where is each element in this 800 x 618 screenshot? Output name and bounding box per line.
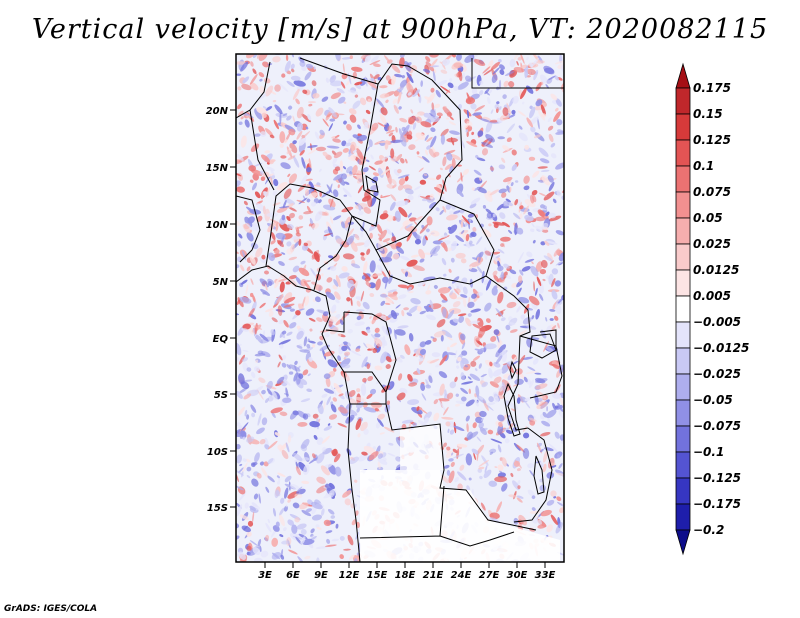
colorbar-label-12: −0.05 [693, 393, 733, 407]
colorbar-label-16: −0.175 [693, 497, 741, 511]
colorbar-label-10: −0.0125 [693, 341, 749, 355]
lat-tick-10n: 10N [206, 220, 236, 231]
colorbar-label-15: −0.125 [693, 471, 741, 485]
colorbar-label-2: 0.125 [693, 133, 731, 147]
lat-label-5n: 5N [213, 277, 229, 288]
colorbar-box [675, 425, 691, 453]
colorbar-label-13: −0.075 [693, 419, 741, 433]
lat-tick-20n: 20N [206, 106, 236, 117]
lat-label-5s: 5S [214, 390, 228, 401]
lake-malawi [533, 455, 545, 495]
lon-label-12e: 12E [339, 570, 360, 581]
colorbar-label-3: 0.1 [693, 159, 714, 173]
coastline [236, 265, 361, 562]
lat-label-10n: 10N [206, 220, 229, 231]
colorbar-box [675, 503, 691, 531]
colorbar-label-5: 0.05 [693, 211, 723, 225]
lat-label-10s: 10S [207, 447, 228, 458]
colorbar-label-1: 0.15 [693, 107, 723, 121]
quiet-zone-angola [400, 424, 444, 470]
colorbar-label-11: −0.025 [693, 367, 741, 381]
lon-label-21e: 21E [423, 570, 444, 581]
lon-tick-21e: 21E [423, 562, 444, 581]
colorbar-label-9: −0.005 [693, 315, 741, 329]
lon-tick-15e: 15E [367, 562, 388, 581]
lon-tick-30e: 30E [507, 562, 528, 581]
lon-tick-33e: 33E [535, 562, 556, 581]
colorbar-box [675, 373, 691, 401]
grads-credit: GrADS: IGES/COLA [4, 604, 98, 614]
lon-tick-6e: 6E [286, 562, 300, 581]
lat-axis: 20N 15N 10N 5N EQ 5S 10S 15S [206, 106, 236, 514]
lat-label-eq: EQ [213, 334, 229, 345]
lon-tick-27e: 27E [479, 562, 500, 581]
colorbar-labels: 0.175 0.15 0.125 0.1 0.075 0.05 0.025 0.… [693, 81, 749, 537]
colorbar-bottom-arrow [675, 529, 691, 556]
lon-label-3e: 3E [258, 570, 272, 581]
map-title: Vertical velocity [m/s] at 900hPa, VT: 2… [31, 14, 769, 45]
lat-label-15s: 15S [207, 503, 228, 514]
colorbar-boxes [675, 62, 691, 556]
colorbar-box [675, 321, 691, 349]
lat-tick-10s: 10S [207, 447, 236, 458]
colorbar: 0.175 0.15 0.125 0.1 0.075 0.05 0.025 0.… [675, 62, 749, 556]
lon-label-27e: 27E [479, 570, 500, 581]
lon-tick-24e: 24E [451, 562, 472, 581]
lon-axis: 3E 6E 9E 12E 15E 18E 21E 24E 27E 30E 33E [258, 562, 556, 581]
lat-tick-15n: 15N [206, 163, 236, 174]
colorbar-box [675, 113, 691, 141]
lat-tick-eq: EQ [213, 334, 236, 345]
colorbar-box [675, 87, 691, 115]
lon-tick-9e: 9E [314, 562, 328, 581]
lon-label-9e: 9E [314, 570, 328, 581]
lon-label-30e: 30E [507, 570, 528, 581]
colorbar-box [675, 451, 691, 479]
lon-label-18e: 18E [395, 570, 416, 581]
colorbar-box [675, 347, 691, 375]
colorbar-box [675, 165, 691, 193]
colorbar-label-17: −0.2 [693, 523, 724, 537]
colorbar-box [675, 269, 691, 297]
lon-label-33e: 33E [535, 570, 556, 581]
country-borders [236, 57, 564, 562]
colorbar-label-4: 0.075 [693, 185, 731, 199]
colorbar-label-8: 0.005 [693, 289, 731, 303]
lon-label-6e: 6E [286, 570, 300, 581]
plot-area [236, 54, 564, 562]
lon-tick-18e: 18E [395, 562, 416, 581]
lon-label-24e: 24E [451, 570, 472, 581]
lat-tick-15s: 15S [207, 503, 236, 514]
colorbar-label-6: 0.025 [693, 237, 731, 251]
colorbar-box [675, 191, 691, 219]
colorbar-box [675, 295, 691, 323]
colorbar-box [675, 139, 691, 167]
colorbar-top-arrow [675, 62, 691, 89]
colorbar-label-7: 0.0125 [693, 263, 739, 277]
lat-tick-5n: 5N [213, 277, 236, 288]
colorbar-box [675, 477, 691, 505]
colorbar-box [675, 399, 691, 427]
lat-label-15n: 15N [206, 163, 229, 174]
lon-tick-3e: 3E [258, 562, 272, 581]
lon-tick-12e: 12E [339, 562, 360, 581]
lake-victoria [529, 333, 557, 359]
lat-tick-5s: 5S [214, 390, 236, 401]
colorbar-label-0: 0.175 [693, 81, 731, 95]
lake-kivu [509, 360, 517, 380]
lake-tanganyika [503, 382, 521, 437]
colorbar-label-14: −0.1 [693, 445, 724, 459]
lat-label-20n: 20N [206, 106, 229, 117]
colorbar-box [675, 243, 691, 271]
lon-label-15e: 15E [367, 570, 388, 581]
velocity-field [236, 54, 564, 562]
plot-frame [235, 53, 565, 563]
colorbar-box [675, 217, 691, 245]
quiet-zone-south [360, 470, 560, 562]
lakes [365, 175, 557, 495]
lake-chad [365, 175, 379, 193]
